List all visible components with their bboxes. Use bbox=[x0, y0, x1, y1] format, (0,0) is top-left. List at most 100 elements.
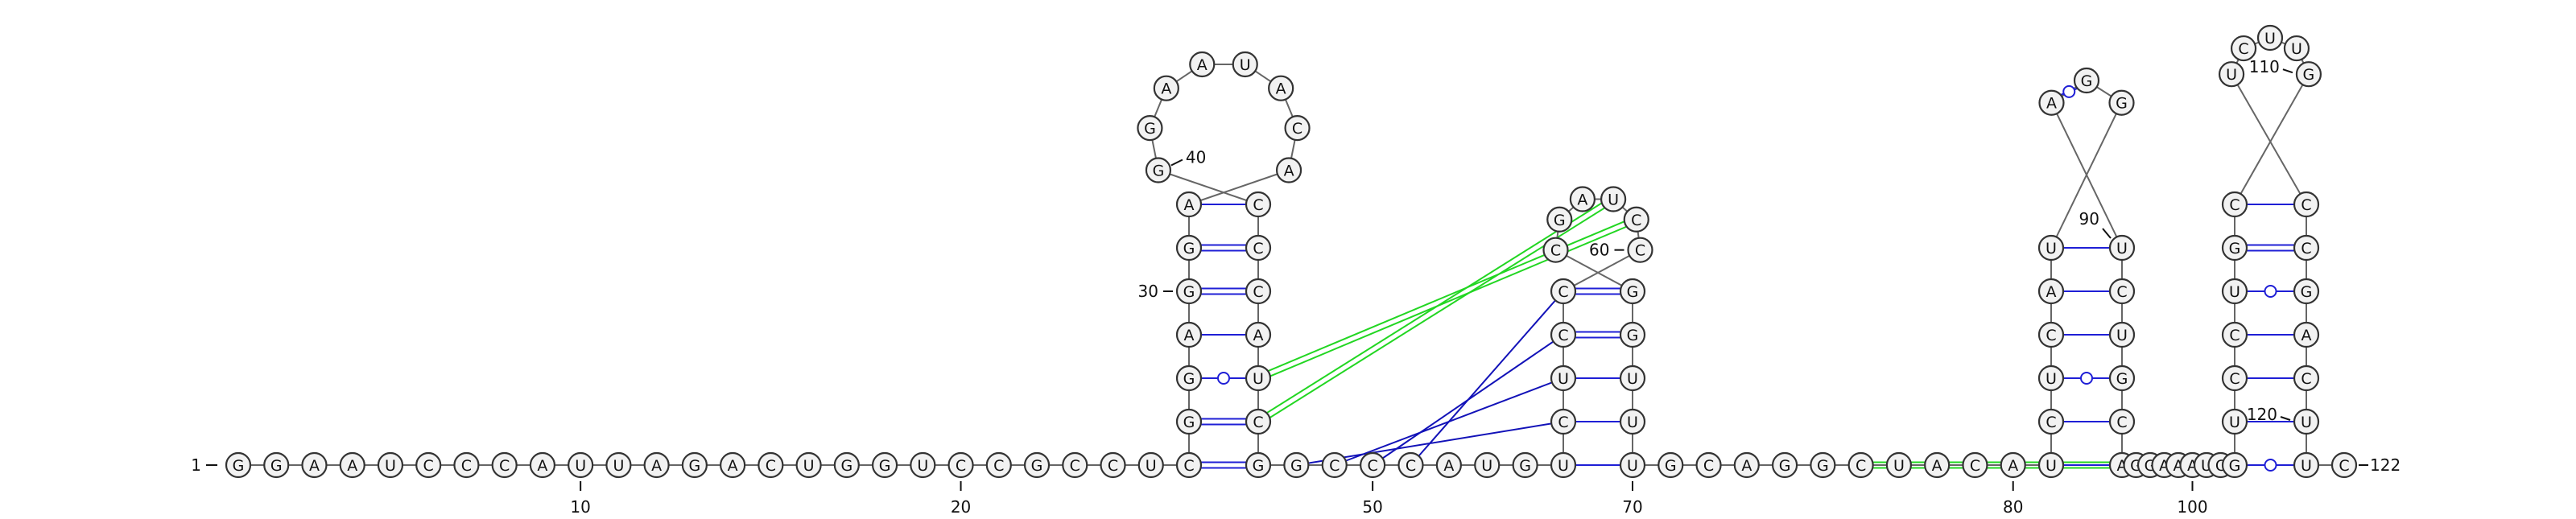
nucleotide-letter: G bbox=[1153, 163, 1165, 180]
nucleotide: U bbox=[2108, 321, 2136, 348]
base-pair-gc bbox=[1201, 461, 1246, 469]
position-label-text: 80 bbox=[2003, 497, 2023, 517]
base-pair-gu bbox=[2247, 285, 2294, 298]
nucleotide-letter: A bbox=[2008, 457, 2018, 475]
nucleotide-letter: C bbox=[1367, 457, 1377, 475]
position-label-text: 100 bbox=[2177, 497, 2207, 517]
nucleotide: C bbox=[1100, 451, 1126, 479]
nucleotide: C bbox=[1245, 234, 1272, 262]
nucleotide-letter: U bbox=[1240, 56, 1251, 74]
nucleotide: U bbox=[2293, 408, 2320, 435]
nucleotide-letter: C bbox=[2301, 196, 2311, 214]
nucleotide: A bbox=[2037, 278, 2065, 305]
nucleotide: C bbox=[2330, 451, 2358, 479]
nucleotide-letter: G bbox=[2116, 95, 2128, 113]
nucleotide-letter: G bbox=[2081, 72, 2093, 90]
nucleotide-letter: C bbox=[1253, 196, 1263, 214]
nucleotide-letter: U bbox=[2226, 66, 2237, 84]
nucleotide-letter: G bbox=[1627, 327, 1639, 344]
nucleotide-letter: U bbox=[2291, 40, 2302, 58]
nucleotide-letter: G bbox=[1519, 457, 1531, 475]
base-pair-gc bbox=[2247, 244, 2294, 252]
position-label-text: 40 bbox=[1186, 148, 1206, 167]
nucleotide-letter: G bbox=[1183, 370, 1195, 388]
nucleotide: U bbox=[1137, 451, 1164, 479]
nucleotide-letter: A bbox=[651, 457, 662, 475]
base-pair-gc bbox=[1575, 287, 1620, 295]
nucleotide-letter: G bbox=[2301, 283, 2313, 301]
position-label: 120 bbox=[2247, 405, 2291, 424]
position-tick bbox=[2102, 228, 2112, 239]
backbone-segment bbox=[1555, 249, 1633, 292]
nucleotide-letter: C bbox=[1970, 457, 1980, 475]
nucleotide: G bbox=[225, 451, 252, 479]
nucleotide: C bbox=[1360, 451, 1386, 479]
nucleotide: C bbox=[1062, 451, 1088, 479]
position-label: 40 bbox=[1170, 148, 1206, 167]
pseudoknot-pair bbox=[1257, 216, 1638, 382]
nucleotide-letter: C bbox=[1558, 414, 1568, 431]
nucleotide: C bbox=[2037, 408, 2065, 435]
nucleotide-letter: G bbox=[1031, 457, 1043, 475]
nucleotide: C bbox=[453, 451, 480, 479]
position-label: 122 bbox=[2359, 455, 2401, 475]
backbone-segment bbox=[1158, 169, 1259, 205]
nucleotide-letter: C bbox=[1406, 457, 1416, 475]
nucleotide: A bbox=[2293, 321, 2320, 348]
position-label-text: 10 bbox=[570, 497, 590, 517]
nucleotide-letter: U bbox=[917, 457, 928, 475]
nucleotide: U bbox=[2221, 278, 2248, 305]
nucleotide: U bbox=[2037, 234, 2065, 262]
nucleotide: A bbox=[2000, 451, 2026, 479]
nucleotide: C bbox=[2293, 234, 2320, 262]
base-pair-gc bbox=[1201, 287, 1246, 295]
nucleotide-letter: A bbox=[1577, 191, 1587, 208]
nucleotide: G bbox=[2108, 365, 2136, 392]
nucleotide: A bbox=[1175, 321, 1203, 348]
nucleotide-letter: G bbox=[1183, 240, 1195, 257]
nucleotide: C bbox=[2108, 408, 2136, 435]
nucleotide-letter: C bbox=[1253, 414, 1263, 431]
nucleotide: A bbox=[1569, 186, 1596, 212]
nucleotide-letter: G bbox=[270, 457, 283, 475]
nucleotide: C bbox=[2293, 365, 2320, 392]
nucleotide: G bbox=[1619, 321, 1646, 348]
base-pair-gc bbox=[1201, 418, 1246, 426]
nucleotide-letter: A bbox=[2046, 283, 2057, 301]
position-label-text: 110 bbox=[2249, 57, 2280, 76]
nucleotide-letter: C bbox=[2046, 414, 2056, 431]
nucleotide: G bbox=[1175, 278, 1203, 305]
nucleotide: C bbox=[1321, 451, 1348, 479]
nucleotide: G bbox=[1175, 234, 1203, 262]
nucleotide: C bbox=[2293, 191, 2320, 218]
nucleotide-letter: C bbox=[2229, 327, 2240, 344]
nucleotide: G bbox=[1810, 451, 1836, 479]
nucleotide: U bbox=[1474, 451, 1501, 479]
base-pair-gu bbox=[2247, 459, 2294, 472]
backbone-segment bbox=[2050, 102, 2123, 249]
nucleotide: G bbox=[2221, 234, 2248, 262]
nucleotide: U bbox=[1245, 365, 1272, 392]
nucleotide: C bbox=[758, 451, 784, 479]
nucleotide: U bbox=[2037, 365, 2065, 392]
nucleotide: C bbox=[2221, 191, 2248, 218]
nucleotide-letter: A bbox=[1284, 163, 1294, 180]
nucleotide: U bbox=[1619, 408, 1646, 435]
nucleotide-letter: C bbox=[1558, 283, 1568, 301]
nucleotide: G bbox=[2108, 89, 2135, 116]
nucleotide-letter: U bbox=[1627, 457, 1638, 475]
nucleotide-letter: U bbox=[613, 457, 624, 475]
nucleotide: U bbox=[2256, 24, 2284, 51]
nucleotide: C bbox=[2221, 321, 2248, 348]
nucleotide: U bbox=[910, 451, 936, 479]
nucleotide-letter: C bbox=[993, 457, 1004, 475]
nucleotide: G bbox=[2221, 451, 2248, 479]
nucleotides: G G A A U C C C A U U A G A C U G G U C C G C C U CGGAGGAACAUAAGG… bbox=[225, 24, 2358, 479]
nucleotide: C bbox=[1550, 408, 1577, 435]
nucleotide-letter: G bbox=[1144, 120, 1156, 138]
nucleotide: C bbox=[1245, 191, 1272, 218]
nucleotide-letter: G bbox=[1627, 283, 1639, 301]
nucleotide: C bbox=[1175, 451, 1203, 479]
nucleotide-letter: U bbox=[575, 457, 586, 475]
nucleotide-letter: A bbox=[728, 457, 738, 475]
